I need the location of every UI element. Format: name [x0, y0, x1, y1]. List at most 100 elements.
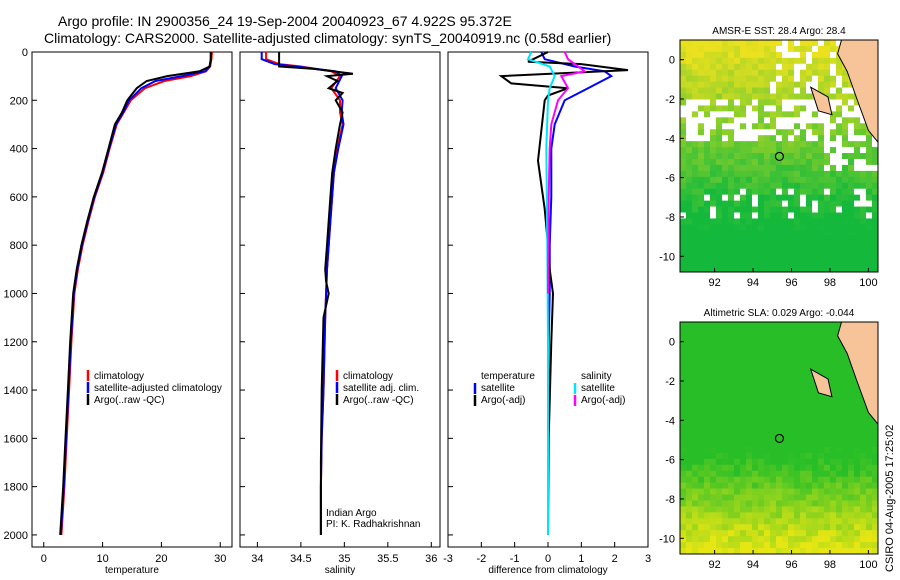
map-cell [728, 369, 735, 376]
map-cell [752, 542, 759, 549]
map-cell [782, 482, 789, 489]
map-cell [848, 93, 855, 100]
map-cell [692, 464, 699, 472]
map-cell [776, 548, 783, 555]
map-cell [812, 530, 819, 537]
map-cell [788, 399, 795, 406]
map-cell [830, 458, 837, 466]
map-cell [680, 129, 687, 136]
map-cell [710, 147, 717, 154]
map-cell [854, 117, 861, 124]
y-tick-label: 1400 [4, 385, 28, 397]
map-cell [818, 429, 825, 436]
map-cell [818, 446, 825, 454]
map-cell [740, 87, 747, 94]
map-cell [770, 494, 777, 501]
map-cell [770, 51, 777, 59]
map-cell [680, 45, 687, 53]
map-cell [836, 254, 843, 261]
map-cell [764, 417, 771, 424]
temperature-series-line [59, 52, 212, 535]
map-cell [722, 182, 729, 190]
map-cell [830, 357, 837, 365]
map-cell [680, 488, 687, 495]
map-cell [692, 369, 699, 376]
map-cell [710, 182, 717, 190]
map-cell [794, 393, 801, 400]
map-cell [734, 470, 741, 478]
map-cell [698, 476, 705, 484]
map-cell [728, 339, 735, 347]
map-cell [680, 381, 687, 388]
map-cell [764, 170, 771, 178]
map-cell [680, 542, 687, 549]
map-cell [794, 548, 801, 555]
map-cell [758, 548, 765, 555]
map-cell [680, 266, 687, 273]
map-cell [728, 206, 735, 213]
map-cell [782, 322, 789, 329]
map-cell [818, 206, 825, 213]
map-cell [866, 141, 873, 148]
map-cell [800, 266, 807, 273]
map-cell [704, 135, 711, 142]
map-cell [686, 387, 693, 394]
map-cell [746, 111, 753, 118]
map-cell [776, 387, 783, 394]
map-cell [818, 470, 825, 478]
map-cell [734, 399, 741, 406]
map-cell [758, 170, 765, 178]
map-cell [806, 188, 813, 196]
map-cell [734, 369, 741, 376]
map-cell [734, 99, 741, 106]
map-cell [854, 512, 861, 519]
map-cell [788, 423, 795, 430]
map-cell [824, 339, 831, 347]
map-cell [704, 87, 711, 94]
map-cell [680, 158, 687, 166]
map-cell [746, 63, 753, 71]
map-cell [788, 212, 795, 219]
map-cell [770, 87, 777, 94]
map-cell [836, 399, 843, 406]
map-cell [716, 75, 723, 83]
map-cell [812, 123, 819, 130]
map-cell [752, 99, 759, 106]
map-cell [722, 476, 729, 484]
map-cell [866, 506, 873, 513]
map-cell [728, 45, 735, 53]
map-cell [770, 105, 777, 112]
map-cell [860, 164, 867, 172]
map-cell [752, 69, 759, 77]
map-cell [686, 93, 693, 100]
legend-label: climatology [343, 371, 393, 382]
map-cell [776, 57, 783, 65]
map-cell [830, 512, 837, 519]
map-cell [704, 333, 711, 341]
map-cell [728, 345, 735, 353]
map-cell [782, 363, 789, 370]
map-cell [818, 536, 825, 543]
map-cell [680, 254, 687, 261]
map-cell [680, 200, 687, 207]
map-cell [860, 488, 867, 495]
map-cell [860, 494, 867, 501]
map-cell [716, 345, 723, 353]
map-cell [794, 464, 801, 472]
map-cell [722, 266, 729, 273]
map-cell [740, 176, 747, 184]
map-cell [722, 51, 729, 59]
map-cell [740, 381, 747, 388]
map-cell [860, 182, 867, 190]
map-cell [692, 548, 699, 555]
map-cell [710, 470, 717, 478]
map-cell [686, 45, 693, 53]
map-cell [716, 393, 723, 400]
map-cell [758, 69, 765, 77]
map-cell [746, 236, 753, 243]
map-cell [764, 506, 771, 513]
map-cell [746, 357, 753, 365]
map-cell [788, 488, 795, 495]
map-cell [866, 548, 873, 555]
map-cell [806, 212, 813, 219]
